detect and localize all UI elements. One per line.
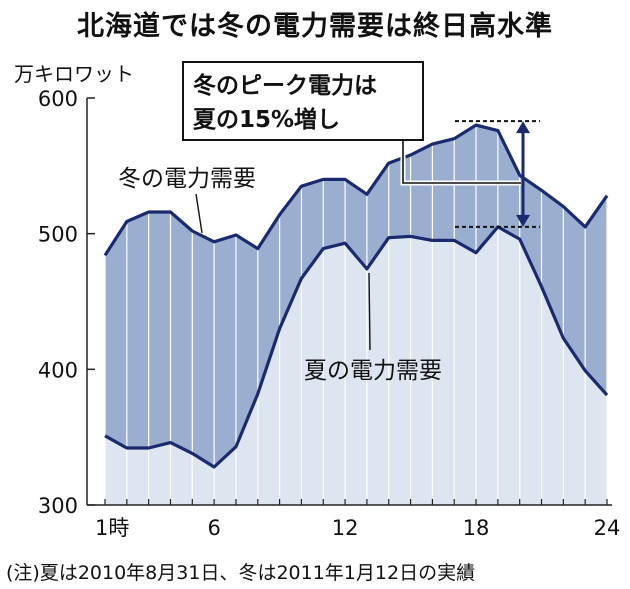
summer-series-label: 夏の電力需要	[304, 358, 442, 384]
summer-leader-line	[368, 272, 371, 351]
summer-area	[105, 226, 607, 505]
callout-leader-line	[402, 140, 521, 184]
callout-line-2: 夏の15%増し	[193, 106, 340, 133]
y-tick-label: 500	[38, 223, 78, 247]
grid-layer	[104, 98, 608, 505]
annotation-layer	[195, 120, 540, 351]
arrow-head-down	[516, 214, 530, 227]
callout-line-1: 冬のピーク電力は	[193, 72, 377, 99]
footnote: (注)夏は2010年8月31日、冬は2011年1月12日の実績	[6, 562, 476, 584]
summer-series-line	[104, 225, 609, 469]
y-axis-unit-label: 万キロワット	[14, 62, 134, 86]
x-tick-label: 18	[463, 516, 490, 540]
x-tick-label: 6	[207, 516, 220, 540]
x-tick-label: 12	[332, 516, 359, 540]
arrow-head-up	[516, 121, 530, 134]
tick-layer: 300 400 500 600 1時 6 12 18 24	[38, 87, 620, 540]
winter-leader-line	[195, 193, 203, 234]
axis-layer	[86, 98, 612, 506]
y-tick-label: 300	[38, 494, 78, 518]
x-tick-label: 24	[594, 516, 621, 540]
chart-title: 北海道では冬の電力需要は終日高水準	[77, 11, 553, 42]
x-tick-label: 1時	[95, 516, 129, 540]
winter-series-label: 冬の電力需要	[118, 166, 256, 192]
y-tick-label: 400	[38, 358, 78, 382]
y-tick-label: 600	[38, 87, 78, 111]
winter-area	[105, 125, 607, 467]
callout-box	[182, 61, 424, 141]
